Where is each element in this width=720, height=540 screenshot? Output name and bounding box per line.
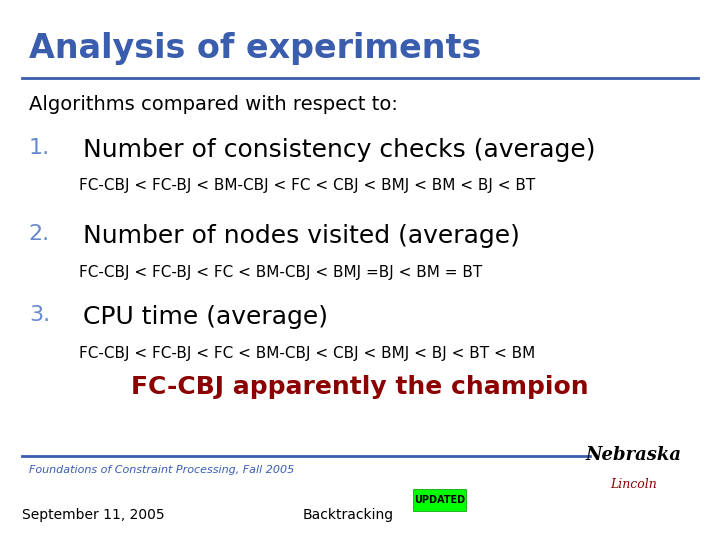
Text: UPDATED: UPDATED	[413, 495, 465, 505]
Text: 2.: 2.	[29, 224, 50, 244]
Text: Number of nodes visited (average): Number of nodes visited (average)	[83, 224, 520, 248]
Text: Analysis of experiments: Analysis of experiments	[29, 32, 481, 65]
Text: 1.: 1.	[29, 138, 50, 158]
Text: 3.: 3.	[29, 305, 50, 325]
Text: Backtracking: Backtracking	[302, 508, 394, 522]
Text: FC-CBJ < FC-BJ < BM-CBJ < FC < CBJ < BMJ < BM < BJ < BT: FC-CBJ < FC-BJ < BM-CBJ < FC < CBJ < BMJ…	[79, 178, 536, 193]
Text: Foundations of Constraint Processing, Fall 2005: Foundations of Constraint Processing, Fa…	[29, 465, 294, 476]
Text: Lincoln: Lincoln	[611, 478, 657, 491]
FancyBboxPatch shape	[413, 489, 466, 511]
Text: Nebraska: Nebraska	[585, 446, 682, 463]
Text: Number of consistency checks (average): Number of consistency checks (average)	[83, 138, 595, 161]
Text: FC-CBJ < FC-BJ < FC < BM-CBJ < BMJ =BJ < BM = BT: FC-CBJ < FC-BJ < FC < BM-CBJ < BMJ =BJ <…	[79, 265, 482, 280]
Text: September 11, 2005: September 11, 2005	[22, 508, 164, 522]
Text: CPU time (average): CPU time (average)	[83, 305, 328, 329]
Text: FC-CBJ apparently the champion: FC-CBJ apparently the champion	[131, 375, 589, 399]
Text: FC-CBJ < FC-BJ < FC < BM-CBJ < CBJ < BMJ < BJ < BT < BM: FC-CBJ < FC-BJ < FC < BM-CBJ < CBJ < BMJ…	[79, 346, 536, 361]
Text: Algorithms compared with respect to:: Algorithms compared with respect to:	[29, 94, 397, 113]
